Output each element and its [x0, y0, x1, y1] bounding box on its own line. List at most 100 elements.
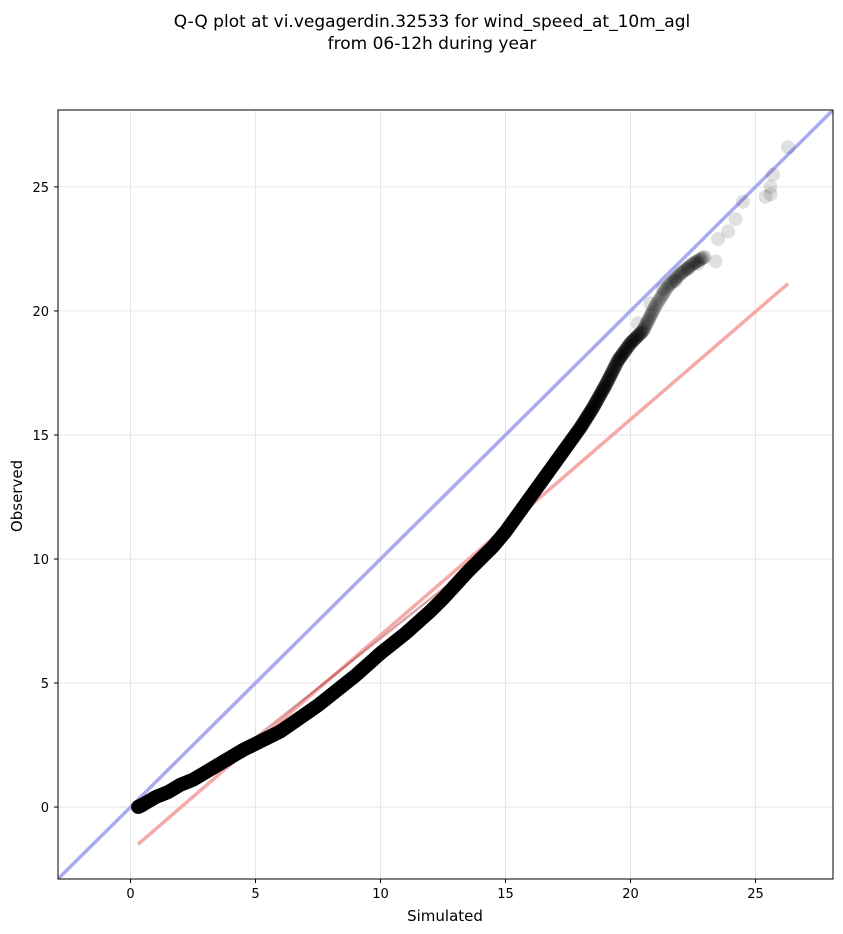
qq-point [687, 256, 702, 271]
qq-point [650, 295, 665, 310]
qq-point [576, 415, 591, 430]
qq-point [605, 363, 620, 378]
x-tick-label: 5 [251, 887, 259, 902]
y-axis-label: Observed [8, 460, 26, 532]
qq-point [626, 333, 641, 348]
qq-point [653, 290, 668, 305]
qq-point [676, 264, 691, 279]
qq-point [597, 380, 612, 395]
qq-point [648, 298, 663, 313]
qq-point [677, 263, 692, 278]
qq-point [594, 385, 609, 400]
y-tick-label: 15 [32, 429, 49, 444]
qq-point [588, 396, 603, 411]
qq-point [625, 334, 640, 349]
qq-point [668, 271, 683, 286]
qq-point [689, 254, 704, 269]
qq-point [680, 260, 695, 275]
qq-point [616, 346, 631, 361]
qq-tail-point [711, 231, 725, 246]
qq-point [661, 279, 675, 294]
qq-point [659, 280, 674, 295]
qq-point [604, 365, 619, 380]
qq-point [602, 370, 617, 385]
qq-point [673, 266, 688, 281]
qq-point [666, 273, 681, 288]
qq-point [637, 321, 652, 336]
y-tick-label: 5 [41, 677, 49, 692]
qq-tail-point [728, 212, 743, 227]
qq-point [649, 297, 664, 312]
qq-point [624, 335, 639, 350]
qq-point [694, 251, 709, 266]
x-tick-label: 20 [622, 887, 639, 902]
qq-point [577, 413, 592, 428]
qq-point [579, 410, 594, 425]
qq-point [678, 262, 693, 277]
qq-point [652, 292, 667, 307]
qq-tail-point [763, 187, 778, 202]
qq-point [612, 352, 627, 367]
x-tick-label: 15 [497, 887, 514, 902]
qq-point [582, 405, 597, 420]
qq-point [658, 282, 673, 297]
qq-point [665, 274, 680, 289]
x-tick-label: 0 [126, 887, 134, 902]
qq-point [595, 383, 610, 398]
qq-point [662, 278, 677, 293]
y-tick-label: 10 [32, 553, 49, 568]
qq-point [578, 412, 593, 427]
y-tick-label: 25 [32, 181, 49, 196]
qq-point [580, 408, 595, 423]
qq-point [614, 349, 629, 364]
chart-title-line-1: Q-Q plot at vi.vegagerdin.32533 for wind… [174, 12, 690, 32]
qq-point [613, 350, 628, 365]
grid [58, 110, 833, 879]
qq-point [640, 315, 655, 330]
qq-point [663, 277, 678, 292]
plot-frame [57, 109, 834, 880]
chart-title-line-2: from 06-12h during year [328, 34, 537, 54]
qq-point [618, 343, 633, 358]
qq-point [603, 368, 618, 383]
qq-point [670, 269, 685, 284]
qq-point [617, 344, 632, 359]
qq-tail-point [781, 140, 795, 155]
qq-point [600, 374, 615, 389]
qq-point [622, 337, 637, 352]
qq-point [646, 303, 661, 318]
qq-point [686, 256, 700, 271]
qq-point [628, 331, 643, 346]
qq-point [592, 389, 607, 404]
qq-point [682, 259, 697, 274]
qq-point [627, 332, 642, 347]
qq-point [632, 326, 647, 341]
qq-point [586, 400, 600, 415]
qq-point [681, 260, 696, 275]
x-axis-label: Simulated [407, 907, 483, 925]
qq-point [638, 319, 653, 334]
qq-point [651, 294, 666, 309]
qq-point [683, 258, 698, 273]
qq-point [634, 324, 649, 339]
qq-point [629, 329, 644, 344]
qq-tail-point [643, 296, 658, 311]
qq-point [656, 285, 671, 300]
qq-point [667, 272, 682, 287]
qq-point [657, 284, 672, 299]
qq-tail-point [763, 179, 778, 194]
axis-ticks: 0 5 10 15 20 25 0 5 10 15 20 25 [32, 181, 763, 902]
qq-point [587, 398, 602, 413]
qq-tail-point [656, 281, 670, 296]
qq-tail-point [631, 316, 645, 331]
qq-point [583, 403, 598, 418]
qq-tail-point [708, 254, 723, 269]
qq-point [619, 341, 634, 356]
qq-point [693, 252, 708, 267]
qq-tail-point [691, 256, 705, 271]
qq-point [671, 268, 686, 283]
qq-point [596, 382, 611, 397]
qq-tail-point [758, 189, 773, 204]
qq-point [643, 309, 658, 324]
fit-overlap [229, 567, 469, 759]
